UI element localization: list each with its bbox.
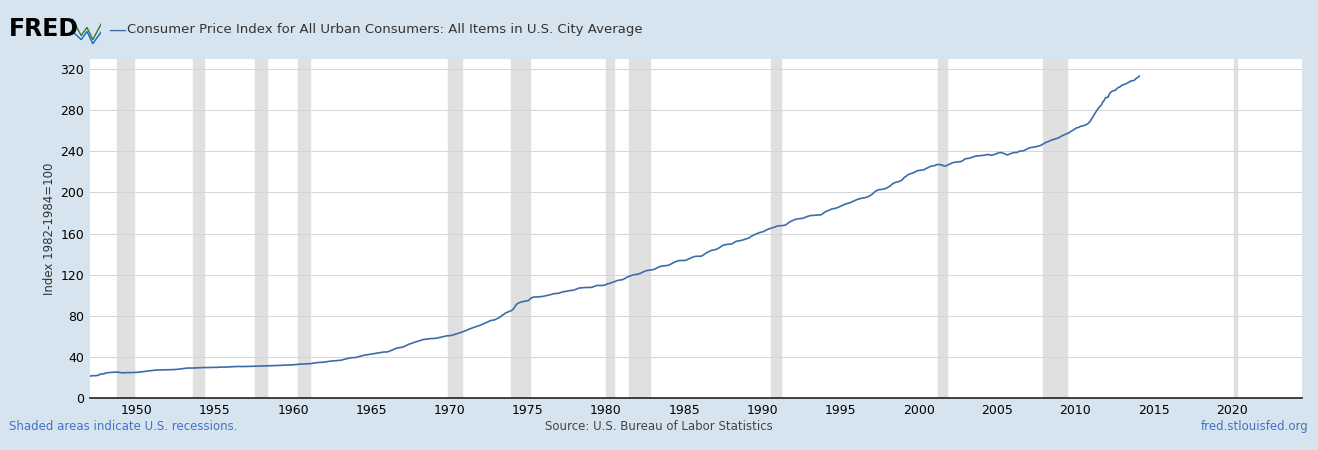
Bar <box>256 58 266 398</box>
Bar <box>1235 58 1236 398</box>
Text: Source: U.S. Bureau of Labor Statistics: Source: U.S. Bureau of Labor Statistics <box>546 420 772 433</box>
Y-axis label: Index 1982-1984=100: Index 1982-1984=100 <box>43 162 57 295</box>
Text: FRED: FRED <box>9 17 79 41</box>
Text: —: — <box>108 20 127 38</box>
Bar <box>630 58 650 398</box>
Bar <box>606 58 614 398</box>
Text: fred.stlouisfed.org: fred.stlouisfed.org <box>1201 420 1309 433</box>
Bar <box>938 58 948 398</box>
Bar <box>448 58 463 398</box>
Bar <box>298 58 310 398</box>
Bar <box>1043 58 1068 398</box>
Text: Consumer Price Index for All Urban Consumers: All Items in U.S. City Average: Consumer Price Index for All Urban Consu… <box>127 23 642 36</box>
Bar <box>117 58 134 398</box>
Bar <box>192 58 204 398</box>
Bar <box>511 58 530 398</box>
Text: Shaded areas indicate U.S. recessions.: Shaded areas indicate U.S. recessions. <box>9 420 237 433</box>
Bar <box>771 58 780 398</box>
